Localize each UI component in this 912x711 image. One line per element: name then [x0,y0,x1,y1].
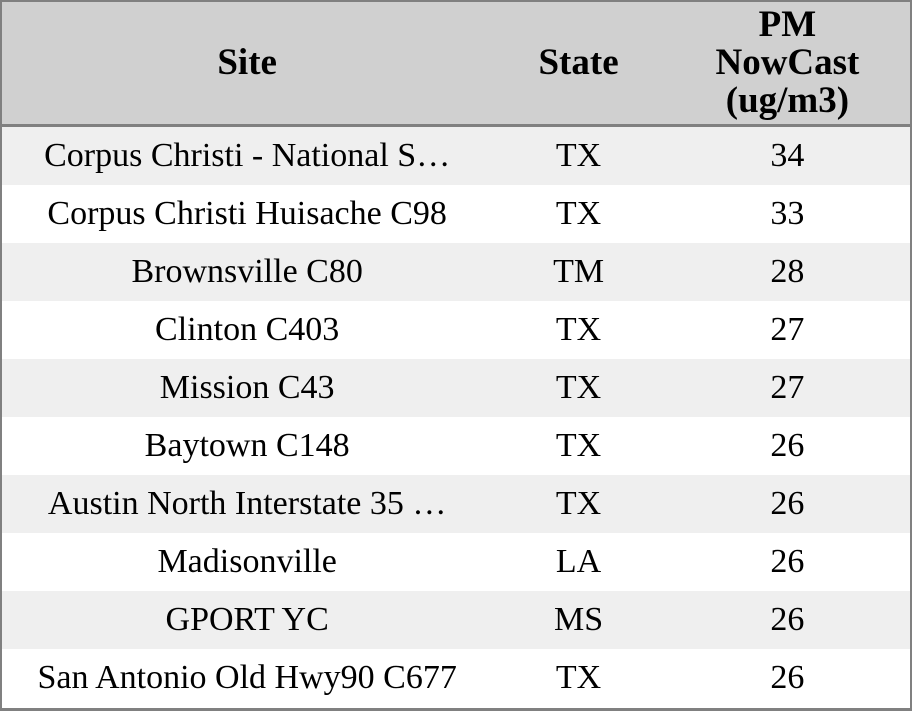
table-row: Brownsville C80 TM 28 [2,243,910,301]
cell-state: MS [554,601,604,638]
cell-site: Corpus Christi - National S… [44,137,451,174]
table-row: Austin North Interstate 35 … TX 26 [2,475,910,533]
column-header-state: State [492,2,665,127]
cell-pm_nowcast: 26 [770,659,805,696]
cell-site: GPORT YC [165,601,329,638]
cell-site: San Antonio Old Hwy90 C677 [37,659,457,696]
cell-site: Corpus Christi Huisache C98 [47,195,447,232]
cell-pm_nowcast: 26 [770,543,805,580]
cell-pm_nowcast: 28 [770,253,805,290]
cell-site: Brownsville C80 [131,253,363,290]
cell-pm_nowcast: 27 [770,369,805,406]
table-body: Corpus Christi - National S… TX 34 Corpus C… [2,125,910,707]
header-row: Site State PM NowCast (ug/m3) [2,2,910,127]
cell-pm_nowcast: 26 [770,427,805,464]
cell-state: LA [555,543,602,580]
cell-site: Madisonville [157,543,337,580]
table-row: Clinton C403 TX 27 [2,301,910,359]
cell-pm_nowcast: 27 [770,311,805,348]
cell-state: TX [555,311,602,348]
table-row: Madisonville LA 26 [2,533,910,591]
table-row: Corpus Christi - National S… TX 34 [2,125,910,185]
cell-site: Baytown C148 [144,427,350,464]
table-row: Baytown C148 TX 26 [2,417,910,475]
cell-site: Clinton C403 [155,311,340,348]
cell-pm_nowcast: 33 [770,195,805,232]
cell-site: Mission C43 [159,369,335,406]
table-row: Corpus Christi Huisache C98 TX 33 [2,185,910,243]
cell-state: TX [555,485,602,522]
table-row: Mission C43 TX 27 [2,359,910,417]
table-row: San Antonio Old Hwy90 C677 TX 26 [2,649,910,707]
column-header-pm-nowcast: PM NowCast (ug/m3) [664,2,910,127]
table-header: Site State PM NowCast (ug/m3) [2,2,910,127]
cell-pm_nowcast: 34 [770,137,805,174]
cell-pm_nowcast: 26 [770,601,805,638]
cell-state: TX [555,195,602,232]
cell-site: Austin North Interstate 35 … [47,485,447,522]
column-header-site: Site [2,2,493,127]
cell-state: TX [555,659,602,696]
cell-state: TX [555,427,602,464]
cell-pm_nowcast: 26 [770,485,805,522]
cell-state: TX [555,137,602,174]
cell-state: TX [555,369,602,406]
cell-state: TM [553,253,605,290]
table-row: GPORT YC MS 26 [2,591,910,649]
